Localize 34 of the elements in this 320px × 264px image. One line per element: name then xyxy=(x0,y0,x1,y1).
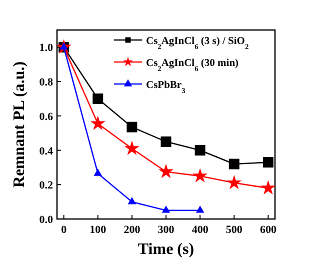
legend-label: Cs$_{2}$AgInCl$_{6}$ (3 s) / SiO$_{2}$ xyxy=(146,36,249,50)
point xyxy=(262,157,274,168)
point xyxy=(94,168,102,176)
y-tick-label: 0.6 xyxy=(39,110,54,123)
point xyxy=(128,197,136,204)
point xyxy=(226,175,242,190)
point xyxy=(228,158,240,170)
point xyxy=(90,116,106,130)
point xyxy=(162,206,170,213)
legend-label: Cs$_{2}$AgInCl$_{6}$ (30 min) xyxy=(146,58,240,72)
point xyxy=(158,164,174,178)
y-tick-label: 0.8 xyxy=(39,76,54,89)
point xyxy=(192,168,208,182)
x-tick-label: 400 xyxy=(192,224,209,236)
y-axis-title: Remnant PL (a.u.) xyxy=(11,61,28,188)
y-tick-label: 0.2 xyxy=(39,180,54,192)
point xyxy=(260,180,276,194)
point xyxy=(160,136,172,147)
x-tick-label: 600 xyxy=(260,224,277,236)
point xyxy=(194,145,206,156)
x-tick-label: 100 xyxy=(90,224,107,236)
y-tick-label: 0.4 xyxy=(39,145,54,158)
legend-label: CsPbBr$_{3}$ xyxy=(146,80,186,94)
x-tick-label: 500 xyxy=(226,224,243,236)
y-tick-label: 1.0 xyxy=(39,42,54,54)
x-tick-label: 300 xyxy=(158,224,175,236)
point xyxy=(124,140,140,155)
x-tick-label: 0 xyxy=(61,224,68,236)
point xyxy=(126,122,138,132)
point xyxy=(92,93,104,104)
y-tick-label: 0.0 xyxy=(39,214,54,226)
x-tick-label: 200 xyxy=(124,224,141,236)
point xyxy=(196,206,204,213)
x-axis-title: Time (s) xyxy=(138,241,194,258)
